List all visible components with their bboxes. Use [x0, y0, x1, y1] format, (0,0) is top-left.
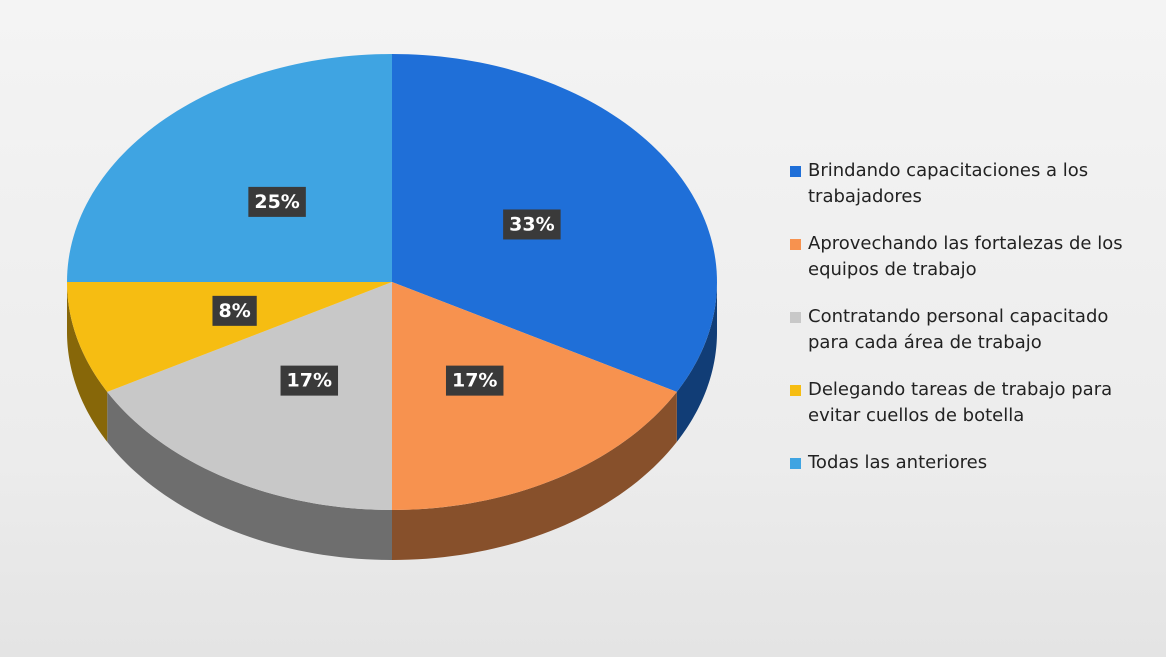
legend: Brindando capacitaciones a los trabajado… [790, 158, 1150, 497]
legend-item: Brindando capacitaciones a los trabajado… [790, 158, 1150, 210]
data-label-box [503, 209, 561, 240]
slice [107, 282, 393, 510]
data-label: 8% [212, 295, 257, 326]
data-label: 17% [280, 365, 339, 396]
legend-swatch [790, 385, 801, 396]
data-label: 33% [503, 209, 561, 240]
data-label-text: 17% [287, 370, 332, 392]
data-label-text: 8% [218, 300, 250, 322]
slice [67, 54, 392, 282]
slice [67, 282, 392, 392]
legend-item: Contratando personal capacitado para cad… [790, 304, 1150, 356]
data-label-text: 33% [509, 213, 554, 235]
data-label-box [445, 365, 504, 396]
data-label: 17% [445, 365, 504, 396]
legend-swatch [790, 458, 801, 469]
legend-item: Delegando tareas de trabajo para evitar … [790, 377, 1150, 429]
legend-label: Todas las anteriores [808, 452, 988, 473]
data-label-box [212, 295, 257, 326]
slice-side [107, 391, 393, 560]
legend-label: Aprovechando las fortalezas de los equip… [808, 233, 1123, 280]
slice-side [67, 282, 108, 442]
legend-label: Delegando tareas de trabajo para evitar … [808, 379, 1113, 426]
legend-swatch [790, 239, 801, 250]
legend-label: Contratando personal capacitado para cad… [808, 306, 1109, 353]
data-label-box [280, 365, 339, 396]
data-label-text: 25% [254, 191, 299, 213]
slice-side [676, 282, 717, 442]
data-label-text: 17% [452, 370, 497, 392]
legend-item: Aprovechando las fortalezas de los equip… [790, 231, 1150, 283]
legend-label: Brindando capacitaciones a los trabajado… [808, 160, 1089, 207]
slice-side [392, 391, 677, 560]
legend-item: Todas las anteriores [790, 450, 1150, 476]
slice [392, 282, 677, 510]
data-label-box [248, 186, 306, 217]
data-label: 25% [248, 186, 306, 217]
legend-swatch [790, 166, 801, 177]
legend-swatch [790, 312, 801, 323]
